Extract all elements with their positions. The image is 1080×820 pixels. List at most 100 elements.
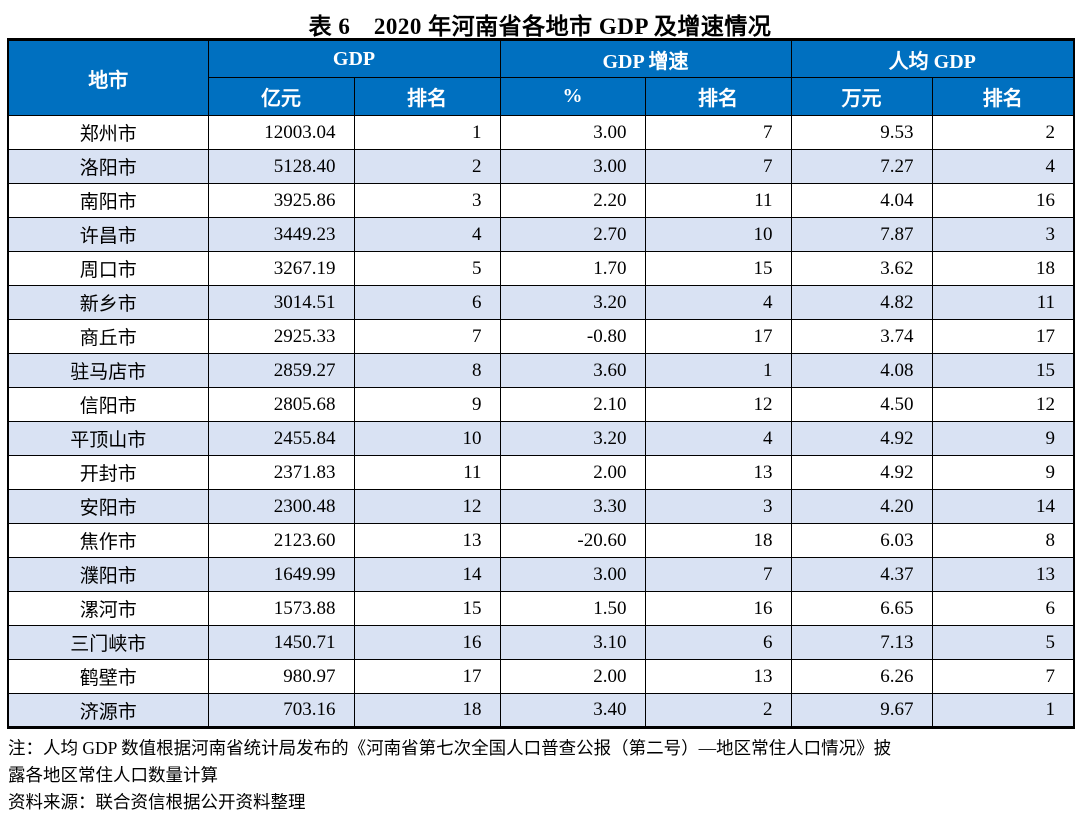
cell-percapita-value: 4.08 xyxy=(790,353,933,388)
cell-city: 郑州市 xyxy=(7,115,209,150)
cell-growth-value: 3.30 xyxy=(499,489,646,524)
cell-percapita-rank: 3 xyxy=(931,217,1075,252)
cell-growth-rank: 2 xyxy=(644,693,792,728)
cell-growth-rank: 11 xyxy=(644,183,792,218)
cell-percapita-rank: 1 xyxy=(931,693,1075,728)
table-row: 漯河市 1573.88 15 1.50 16 6.65 6 xyxy=(7,591,1075,626)
cell-growth-value: 1.50 xyxy=(499,591,646,626)
cell-growth-value: 3.00 xyxy=(499,149,646,184)
cell-percapita-value: 4.37 xyxy=(790,557,933,592)
cell-growth-rank: 7 xyxy=(644,557,792,592)
table-row: 濮阳市 1649.99 14 3.00 7 4.37 13 xyxy=(7,557,1075,592)
table-row: 安阳市 2300.48 12 3.30 3 4.20 14 xyxy=(7,489,1075,524)
cell-growth-rank: 4 xyxy=(644,285,792,320)
cell-gdp-rank: 6 xyxy=(353,285,501,320)
header-group-growth: GDP 增速 xyxy=(499,39,792,78)
cell-gdp-value: 5128.40 xyxy=(207,149,355,184)
cell-gdp-rank: 13 xyxy=(353,523,501,558)
cell-gdp-value: 3449.23 xyxy=(207,217,355,252)
cell-percapita-rank: 2 xyxy=(931,115,1075,150)
cell-city: 许昌市 xyxy=(7,217,209,252)
cell-growth-value: 2.70 xyxy=(499,217,646,252)
cell-gdp-rank: 12 xyxy=(353,489,501,524)
cell-gdp-rank: 17 xyxy=(353,659,501,694)
cell-gdp-rank: 5 xyxy=(353,251,501,286)
cell-gdp-rank: 2 xyxy=(353,149,501,184)
cell-city: 安阳市 xyxy=(7,489,209,524)
cell-percapita-rank: 14 xyxy=(931,489,1075,524)
cell-growth-rank: 13 xyxy=(644,455,792,490)
cell-growth-rank: 4 xyxy=(644,421,792,456)
cell-percapita-value: 7.27 xyxy=(790,149,933,184)
cell-percapita-rank: 4 xyxy=(931,149,1075,184)
table-row: 三门峡市 1450.71 16 3.10 6 7.13 5 xyxy=(7,625,1075,660)
cell-city: 洛阳市 xyxy=(7,149,209,184)
cell-city: 周口市 xyxy=(7,251,209,286)
cell-percapita-value: 9.53 xyxy=(790,115,933,150)
cell-growth-rank: 7 xyxy=(644,115,792,150)
cell-gdp-rank: 3 xyxy=(353,183,501,218)
cell-percapita-rank: 13 xyxy=(931,557,1075,592)
header-row-groups: 地市 GDP GDP 增速 人均 GDP xyxy=(7,39,1075,116)
cell-gdp-rank: 10 xyxy=(353,421,501,456)
header-group-percapita: 人均 GDP xyxy=(790,39,1075,78)
cell-growth-rank: 3 xyxy=(644,489,792,524)
cell-growth-rank: 7 xyxy=(644,149,792,184)
cell-growth-rank: 12 xyxy=(644,387,792,422)
cell-gdp-value: 3267.19 xyxy=(207,251,355,286)
cell-growth-rank: 6 xyxy=(644,625,792,660)
source-line: 资料来源：联合资信根据公开资料整理 xyxy=(8,792,306,812)
cell-percapita-rank: 17 xyxy=(931,319,1075,354)
cell-gdp-value: 12003.04 xyxy=(207,115,355,150)
header-group-gdp: GDP xyxy=(207,39,501,78)
cell-gdp-value: 2859.27 xyxy=(207,353,355,388)
table-row: 济源市 703.16 18 3.40 2 9.67 1 xyxy=(7,693,1075,728)
cell-growth-rank: 15 xyxy=(644,251,792,286)
cell-growth-value: 3.10 xyxy=(499,625,646,660)
cell-growth-value: 2.00 xyxy=(499,659,646,694)
cell-gdp-rank: 11 xyxy=(353,455,501,490)
cell-city: 漯河市 xyxy=(7,591,209,626)
cell-growth-rank: 18 xyxy=(644,523,792,558)
header-growth-rank: 排名 xyxy=(644,77,792,116)
cell-city: 济源市 xyxy=(7,693,209,728)
cell-growth-value: 1.70 xyxy=(499,251,646,286)
table-row: 新乡市 3014.51 6 3.20 4 4.82 11 xyxy=(7,285,1075,320)
cell-growth-rank: 13 xyxy=(644,659,792,694)
cell-city: 新乡市 xyxy=(7,285,209,320)
table-row: 洛阳市 5128.40 2 3.00 7 7.27 4 xyxy=(7,149,1075,184)
cell-gdp-rank: 18 xyxy=(353,693,501,728)
cell-city: 鹤壁市 xyxy=(7,659,209,694)
cell-gdp-rank: 4 xyxy=(353,217,501,252)
cell-percapita-value: 7.13 xyxy=(790,625,933,660)
cell-gdp-value: 3014.51 xyxy=(207,285,355,320)
cell-gdp-value: 2123.60 xyxy=(207,523,355,558)
cell-city: 平顶山市 xyxy=(7,421,209,456)
cell-percapita-value: 4.92 xyxy=(790,421,933,456)
table-notes: 注：人均 GDP 数值根据河南省统计局发布的《河南省第七次全国人口普查公报（第二… xyxy=(8,735,1072,816)
cell-city: 焦作市 xyxy=(7,523,209,558)
cell-percapita-rank: 15 xyxy=(931,353,1075,388)
table-body: 郑州市 12003.04 1 3.00 7 9.53 2 洛阳市 5128.40… xyxy=(7,115,1075,728)
header-growth-unit: % xyxy=(499,77,646,116)
cell-gdp-value: 980.97 xyxy=(207,659,355,694)
cell-percapita-value: 4.20 xyxy=(790,489,933,524)
table-row: 商丘市 2925.33 7 -0.80 17 3.74 17 xyxy=(7,319,1075,354)
table-row: 焦作市 2123.60 13 -20.60 18 6.03 8 xyxy=(7,523,1075,558)
cell-gdp-rank: 9 xyxy=(353,387,501,422)
cell-gdp-value: 3925.86 xyxy=(207,183,355,218)
cell-growth-value: 3.20 xyxy=(499,285,646,320)
cell-percapita-rank: 9 xyxy=(931,421,1075,456)
table-row: 信阳市 2805.68 9 2.10 12 4.50 12 xyxy=(7,387,1075,422)
header-row-subs: 亿元 排名 % 排名 万元 排名 xyxy=(8,77,1075,116)
table-row: 平顶山市 2455.84 10 3.20 4 4.92 9 xyxy=(7,421,1075,456)
table-row: 周口市 3267.19 5 1.70 15 3.62 18 xyxy=(7,251,1075,286)
table-row: 郑州市 12003.04 1 3.00 7 9.53 2 xyxy=(7,115,1075,150)
cell-gdp-value: 2805.68 xyxy=(207,387,355,422)
cell-percapita-rank: 11 xyxy=(931,285,1075,320)
cell-percapita-value: 6.65 xyxy=(790,591,933,626)
cell-percapita-rank: 16 xyxy=(931,183,1075,218)
cell-gdp-value: 2371.83 xyxy=(207,455,355,490)
cell-growth-value: 3.40 xyxy=(499,693,646,728)
